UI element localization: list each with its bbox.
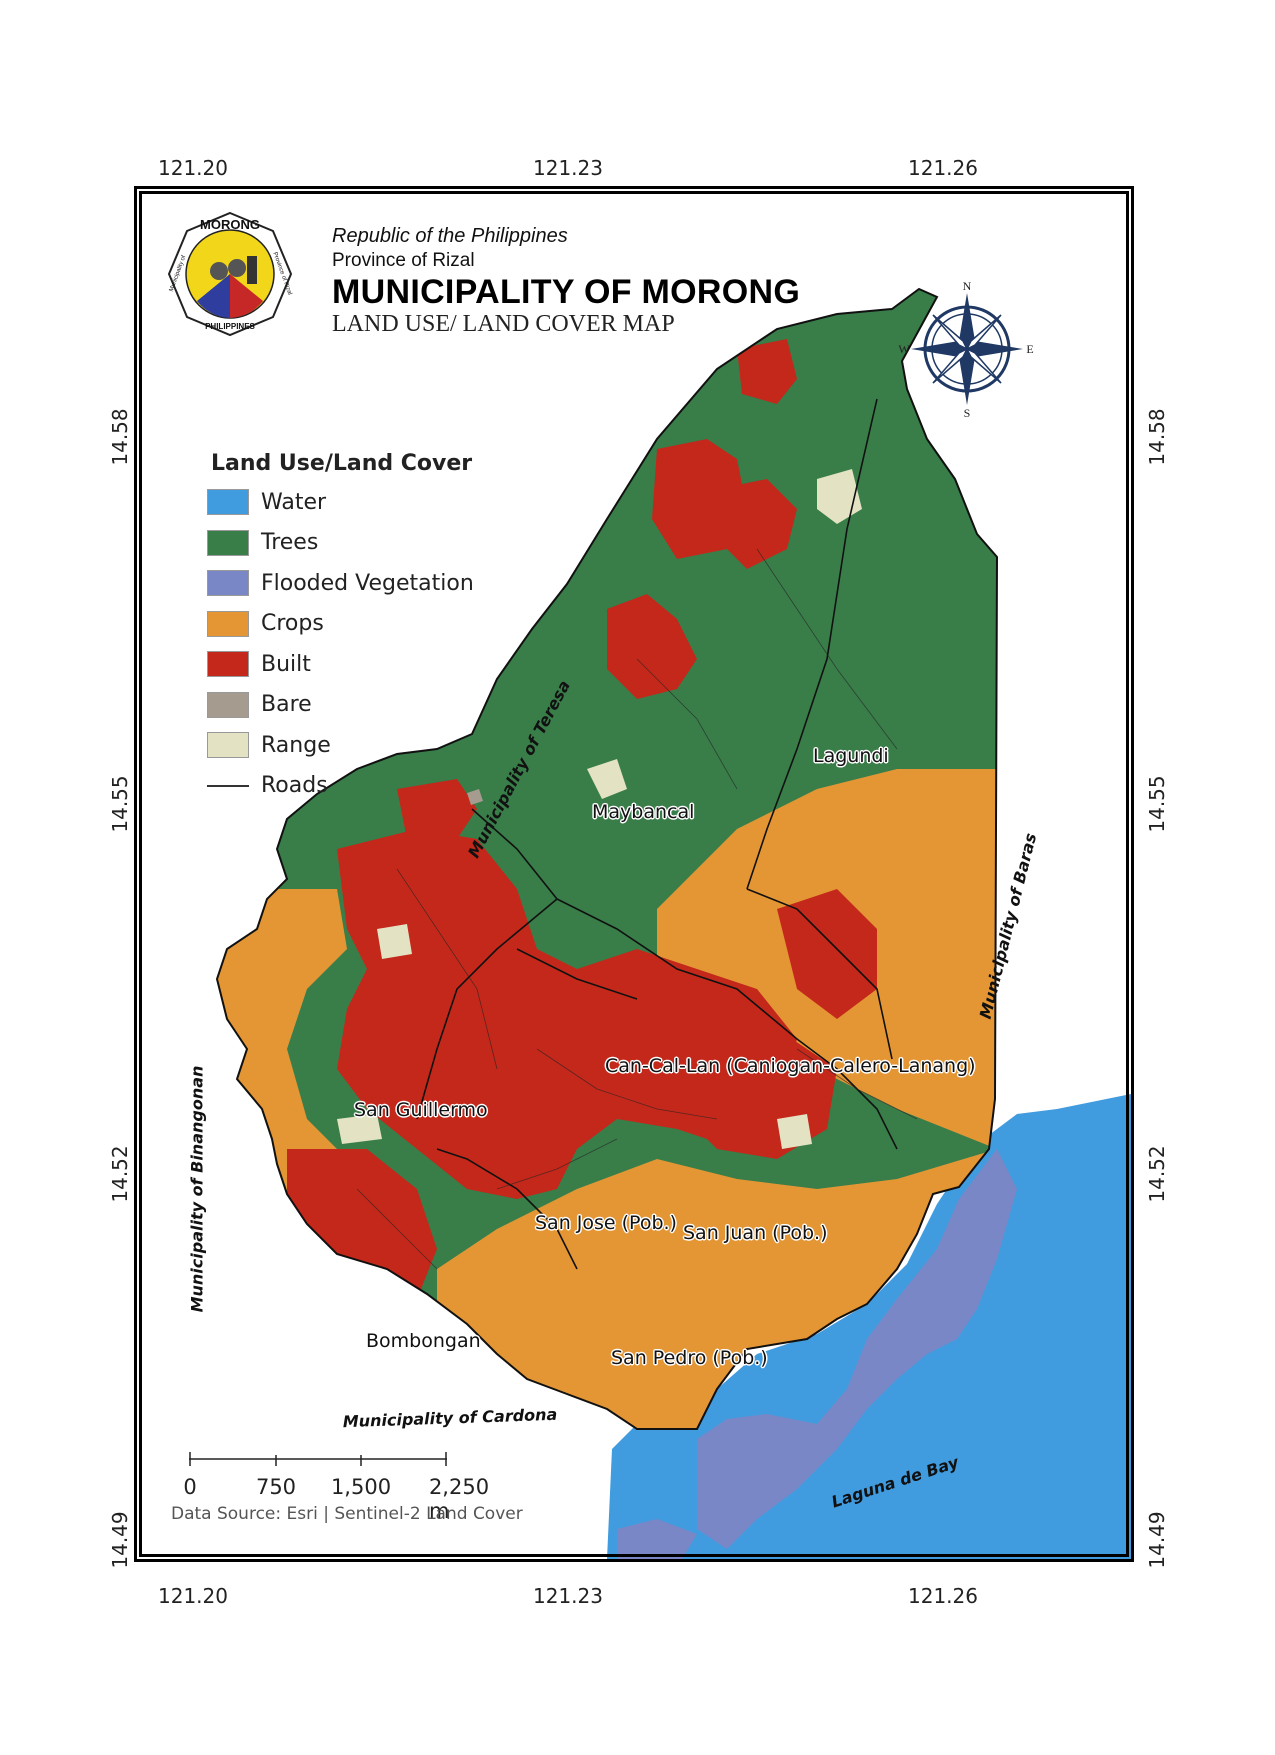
- legend-item-range: Range: [207, 725, 474, 766]
- republic-text: Republic of the Philippines: [332, 225, 568, 247]
- built-east-strip: [777, 889, 877, 1019]
- municipality-outline: [215, 287, 999, 1430]
- province-text: Province of Rizal: [332, 250, 475, 271]
- scale-label-1500: 1,500: [330, 1475, 392, 1499]
- municipality-title: MUNICIPALITY OF MORONG: [332, 273, 801, 311]
- coord-right-2: 14.55: [1145, 775, 1169, 833]
- map-header: Republic of the Philippines Province of …: [332, 225, 800, 338]
- coord-top-3: 121.26: [908, 156, 978, 180]
- legend-swatch-built: [207, 651, 249, 678]
- roads-network: [356, 548, 918, 1270]
- label-lagundi: Lagundi: [813, 745, 889, 767]
- built-north-3: [717, 479, 797, 569]
- scale-bar-graphic: [189, 1452, 447, 1466]
- coord-left-1: 14.58: [108, 408, 132, 466]
- coord-left-2: 14.55: [108, 775, 132, 833]
- range-patch-6: [477, 584, 512, 614]
- coord-right-1: 14.58: [1145, 408, 1169, 466]
- north-arrow-compass-icon: N S E W: [898, 279, 1033, 419]
- legend-item-crops: Crops: [207, 604, 474, 645]
- scale-bar: 0 750 1,500 2,250 m: [183, 1447, 489, 1523]
- legend-swatch-crops: [207, 610, 249, 637]
- legend-label-crops: Crops: [261, 611, 324, 637]
- label-binangonan: Municipality of Binangonan: [187, 1065, 207, 1313]
- legend-item-built: Built: [207, 644, 474, 685]
- compass-e: E: [1026, 342, 1033, 356]
- built-southwest: [287, 1149, 437, 1299]
- crops-south: [437, 1149, 997, 1429]
- legend-label-range: Range: [261, 732, 331, 758]
- legend-swatch-roads: [207, 784, 249, 787]
- map-frame: MORONG PHILIPPINES Municipality of Provi…: [134, 186, 1134, 1562]
- bare-patch: [467, 789, 483, 805]
- legend-item-water: Water: [207, 482, 474, 523]
- scale-label-0: 0: [183, 1475, 197, 1499]
- legend-label-bare: Bare: [261, 692, 312, 718]
- label-bombongan: Bombongan: [366, 1330, 481, 1352]
- legend-item-trees: Trees: [207, 523, 474, 564]
- legend-label-trees: Trees: [261, 530, 319, 556]
- legend-swatch-range: [207, 732, 249, 759]
- barangay-boundaries: [416, 398, 898, 1270]
- legend-label-flooded: Flooded Vegetation: [261, 570, 474, 596]
- scale-label-750: 750: [255, 1475, 297, 1499]
- label-san-juan: San Juan (Pob.): [683, 1222, 828, 1244]
- coord-top-1: 121.20: [158, 156, 228, 180]
- label-maybancal: Maybancal: [592, 801, 695, 823]
- morong-seal-logo: MORONG PHILIPPINES Municipality of Provi…: [167, 211, 292, 337]
- range-patch-2: [587, 759, 627, 799]
- built-north-4: [737, 339, 797, 404]
- coord-right-3: 14.52: [1145, 1145, 1169, 1203]
- coord-bottom-3: 121.26: [908, 1584, 978, 1608]
- legend-swatch-water: [207, 489, 249, 516]
- label-cancallan: Can-Cal-Lan (Caniogan-Calero-Lanang): [605, 1055, 976, 1077]
- coord-bottom-1: 121.20: [158, 1584, 228, 1608]
- coord-top-2: 121.23: [533, 156, 603, 180]
- coord-left-4: 14.49: [108, 1511, 132, 1569]
- coord-right-4: 14.49: [1145, 1511, 1169, 1569]
- data-source-text: Data Source: Esri | Sentinel-2 Land Cove…: [171, 1504, 523, 1524]
- range-patch-4: [777, 1114, 812, 1149]
- legend-title: Land Use/Land Cover: [211, 451, 473, 476]
- seal-top-text: MORONG: [200, 217, 260, 232]
- legend-item-flooded: Flooded Vegetation: [207, 563, 474, 604]
- coord-bottom-2: 121.23: [533, 1584, 603, 1608]
- legend-swatch-trees: [207, 529, 249, 556]
- legend-label-water: Water: [261, 489, 327, 515]
- legend-label-built: Built: [261, 651, 311, 677]
- built-west-patch: [397, 779, 477, 839]
- scale-label-2250: 2,250 m: [428, 1475, 490, 1523]
- seal-bottom-text: PHILIPPINES: [205, 322, 255, 331]
- flooded-vegetation-strip: [617, 1519, 697, 1559]
- label-san-guillermo: San Guillermo: [354, 1099, 488, 1121]
- legend: Land Use/Land Cover Water Trees Flooded …: [207, 451, 474, 806]
- map-title: LAND USE/ LAND COVER MAP: [332, 311, 675, 337]
- label-san-pedro: San Pedro (Pob.): [611, 1347, 768, 1369]
- label-san-jose: San Jose (Pob.): [535, 1212, 677, 1234]
- legend-swatch-bare: [207, 691, 249, 718]
- range-patch-3: [377, 924, 412, 959]
- coord-left-3: 14.52: [108, 1145, 132, 1203]
- legend-item-bare: Bare: [207, 685, 474, 726]
- built-north-2: [607, 594, 697, 699]
- flooded-vegetation-area: [697, 1149, 1017, 1549]
- land-cover-map[interactable]: [137, 189, 1131, 1559]
- legend-item-roads: Roads: [207, 766, 474, 807]
- legend-swatch-flooded: [207, 570, 249, 597]
- legend-label-roads: Roads: [261, 773, 328, 799]
- compass-s: S: [964, 406, 971, 419]
- compass-w: W: [898, 342, 910, 356]
- compass-n: N: [963, 279, 972, 293]
- range-patch-5: [337, 1114, 382, 1144]
